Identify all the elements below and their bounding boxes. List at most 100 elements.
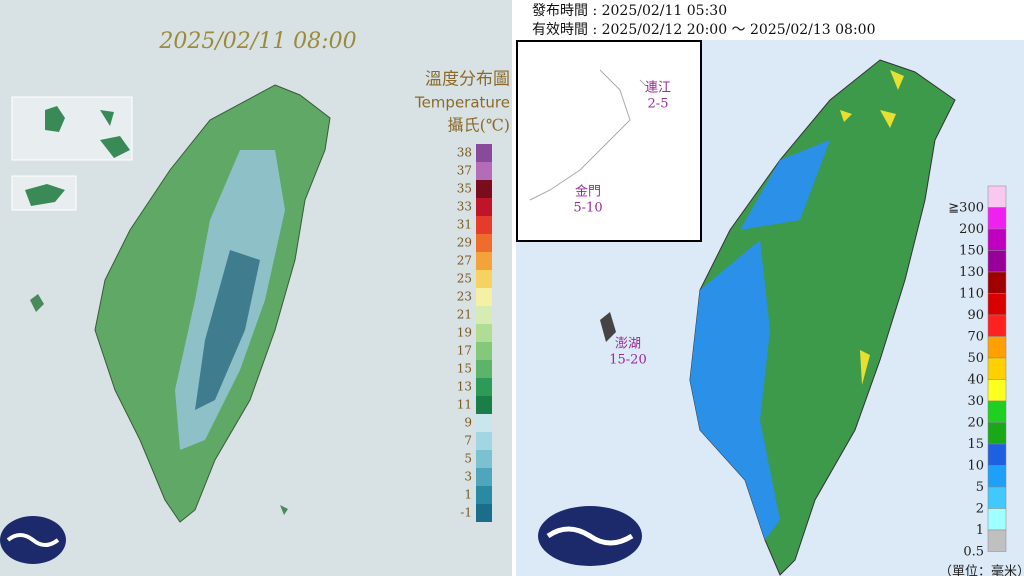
legend-swatch	[476, 360, 492, 378]
region-name: 連江	[645, 81, 671, 96]
legend-label: 9	[464, 416, 472, 430]
legend-swatch	[987, 400, 1007, 423]
timestamp: 2025/02/11 08:00	[158, 29, 356, 54]
legend-swatch	[476, 342, 492, 360]
legend-swatch	[987, 529, 1007, 552]
legend-swatch	[476, 144, 492, 162]
legend-label: 70	[967, 330, 984, 345]
legend-label: 1	[976, 523, 984, 538]
legend-label: 19	[457, 326, 472, 340]
logo-swirl	[6, 533, 60, 547]
legend-swatch	[987, 357, 1007, 380]
region-name: 金門	[575, 184, 601, 200]
legend-swatch	[987, 422, 1007, 445]
legend-label: 150	[959, 244, 984, 259]
legend-label: 130	[959, 265, 984, 280]
rain-low	[690, 240, 780, 540]
legend-label: 1	[464, 488, 472, 502]
coastline	[529, 69, 647, 201]
legend-unit: 攝氏(℃)	[448, 116, 510, 135]
legend-swatch	[476, 378, 492, 396]
legend-label: 23	[457, 290, 472, 304]
legend-swatch	[476, 252, 492, 270]
legend-label: 17	[457, 344, 472, 358]
rain-legend: ≧300 200 150 130 110 90 70 50 40 30 20 15 10 5 2 1 0.5	[948, 185, 1007, 560]
legend-label: 29	[457, 236, 472, 250]
mountain-coldest	[195, 250, 260, 410]
legend-label: 31	[457, 218, 472, 232]
legend-swatch	[476, 504, 492, 522]
legend-swatch	[987, 508, 1007, 531]
legend-swatch	[476, 432, 492, 450]
rain-unit: （單位：毫米）	[939, 564, 1024, 576]
region-name: 澎湖	[615, 337, 641, 352]
legend-label: 30	[967, 394, 984, 409]
legend-swatch	[476, 162, 492, 180]
legend-swatch	[987, 271, 1007, 294]
legend-label: -1	[460, 506, 472, 520]
legend-swatch	[476, 324, 492, 342]
legend-swatch	[987, 443, 1007, 466]
legend-label: 33	[457, 200, 472, 214]
legend-label: 20	[967, 416, 984, 431]
legend-swatch	[476, 306, 492, 324]
legend-label: 5	[976, 480, 984, 495]
legend-swatch	[476, 486, 492, 504]
legend-label: 90	[967, 308, 984, 323]
legend-swatch	[987, 207, 1007, 230]
legend-swatch	[987, 465, 1007, 488]
issued-time: 發布時間 : 2025/02/11 05:30	[532, 3, 727, 19]
legend-label: 13	[457, 380, 472, 394]
legend-label: 7	[464, 434, 472, 448]
legend-label: 38	[457, 146, 472, 160]
legend-label: 15	[967, 437, 984, 452]
header-bg	[516, 0, 1024, 40]
legend-swatch	[476, 216, 492, 234]
legend-label: 110	[959, 287, 984, 302]
legend-label: 25	[457, 272, 472, 286]
legend-label: 2	[976, 502, 984, 517]
legend-label: 11	[457, 398, 472, 412]
islands	[25, 106, 130, 206]
legend-swatch	[987, 228, 1007, 251]
legend-swatch	[987, 250, 1007, 273]
legend-label: 3	[464, 470, 472, 484]
legend-swatch	[476, 468, 492, 486]
legend-label: 10	[967, 459, 984, 474]
legend-swatch	[476, 288, 492, 306]
valid-time: 有效時間 : 2025/02/12 20:00 ～ 2025/02/13 08:…	[532, 22, 876, 38]
divider	[512, 0, 516, 576]
legend-label: 40	[967, 373, 984, 388]
legend-swatch	[476, 396, 492, 414]
penghu	[600, 312, 616, 342]
legend-swatch	[476, 180, 492, 198]
rain-low	[740, 140, 830, 230]
legend-swatch	[987, 379, 1007, 402]
legend-label: 27	[457, 254, 472, 268]
legend-swatch	[987, 293, 1007, 316]
legend-label: 15	[457, 362, 472, 376]
legend-swatch	[476, 270, 492, 288]
legend-swatch	[987, 185, 1007, 208]
legend-label: 0.5	[963, 545, 984, 560]
legend-label: 21	[457, 308, 472, 322]
legend-swatch	[987, 314, 1007, 337]
legend-swatch	[476, 198, 492, 216]
region-range: 2-5	[648, 97, 669, 112]
legend-swatch	[476, 450, 492, 468]
legend-subtitle: Temperature	[414, 94, 510, 112]
region-range: 15-20	[609, 353, 646, 368]
legend-title: 溫度分布圖	[425, 70, 510, 90]
legend-swatch	[476, 234, 492, 252]
legend-label: 35	[457, 182, 472, 196]
legend-label: 200	[959, 222, 984, 237]
legend-label: 50	[967, 351, 984, 366]
logo-swirl	[546, 526, 634, 546]
legend-swatch	[987, 336, 1007, 359]
legend-swatch	[987, 486, 1007, 509]
legend-label: ≧300	[948, 201, 984, 216]
region-range: 5-10	[573, 201, 602, 216]
